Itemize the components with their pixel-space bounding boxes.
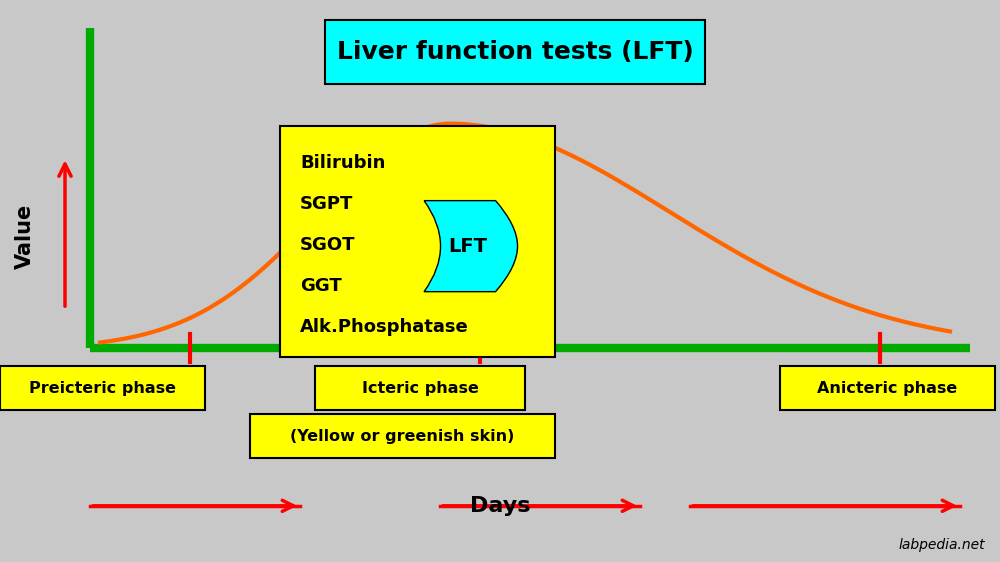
Text: GGT: GGT [300,277,342,295]
FancyBboxPatch shape [280,126,555,357]
Text: Liver function tests (LFT): Liver function tests (LFT) [337,40,693,64]
Text: Alk.Phosphatase: Alk.Phosphatase [300,318,469,336]
PathPatch shape [424,201,518,292]
Text: Bilirubin: Bilirubin [300,154,385,172]
Text: Preicteric phase: Preicteric phase [29,381,176,396]
Text: Anicteric phase: Anicteric phase [817,381,958,396]
Text: labpedia.net: labpedia.net [898,538,985,552]
FancyBboxPatch shape [0,366,205,410]
FancyBboxPatch shape [250,414,555,458]
FancyBboxPatch shape [315,366,525,410]
Text: Icteric phase: Icteric phase [362,381,478,396]
Text: SGOT: SGOT [300,236,356,254]
FancyBboxPatch shape [780,366,995,410]
FancyBboxPatch shape [325,20,705,84]
Text: Days: Days [470,496,530,516]
Text: SGPT: SGPT [300,195,353,213]
Text: Value: Value [15,203,35,269]
Text: LFT: LFT [448,237,487,256]
Text: (Yellow or greenish skin): (Yellow or greenish skin) [290,429,515,443]
